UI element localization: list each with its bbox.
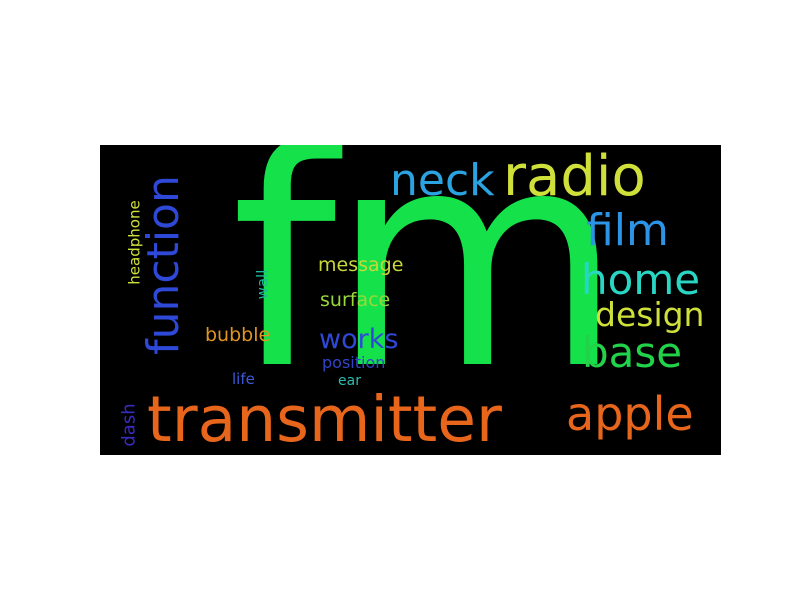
word-cloud: fm neck radio film home design base mess… [100, 145, 721, 455]
word-headphone: headphone [125, 200, 144, 285]
word-life: life [232, 370, 255, 388]
word-radio: radio [503, 145, 646, 209]
word-position: position [322, 353, 386, 372]
word-base: base [582, 328, 683, 377]
word-apple: apple [566, 387, 694, 441]
word-works: works [319, 324, 399, 355]
word-fm: fm [231, 145, 623, 435]
word-home: home [581, 255, 701, 304]
word-function: function [137, 175, 189, 355]
word-surface: surface [320, 289, 391, 311]
word-neck: neck [390, 155, 495, 206]
word-ear: ear [338, 373, 361, 389]
word-message: message [318, 254, 404, 276]
word-dash: dash [118, 403, 140, 447]
word-transmitter: transmitter [147, 383, 502, 455]
word-wall: wall [253, 269, 272, 300]
word-film: film [586, 205, 669, 256]
word-design: design [595, 295, 705, 334]
word-bubble: bubble [205, 324, 271, 346]
